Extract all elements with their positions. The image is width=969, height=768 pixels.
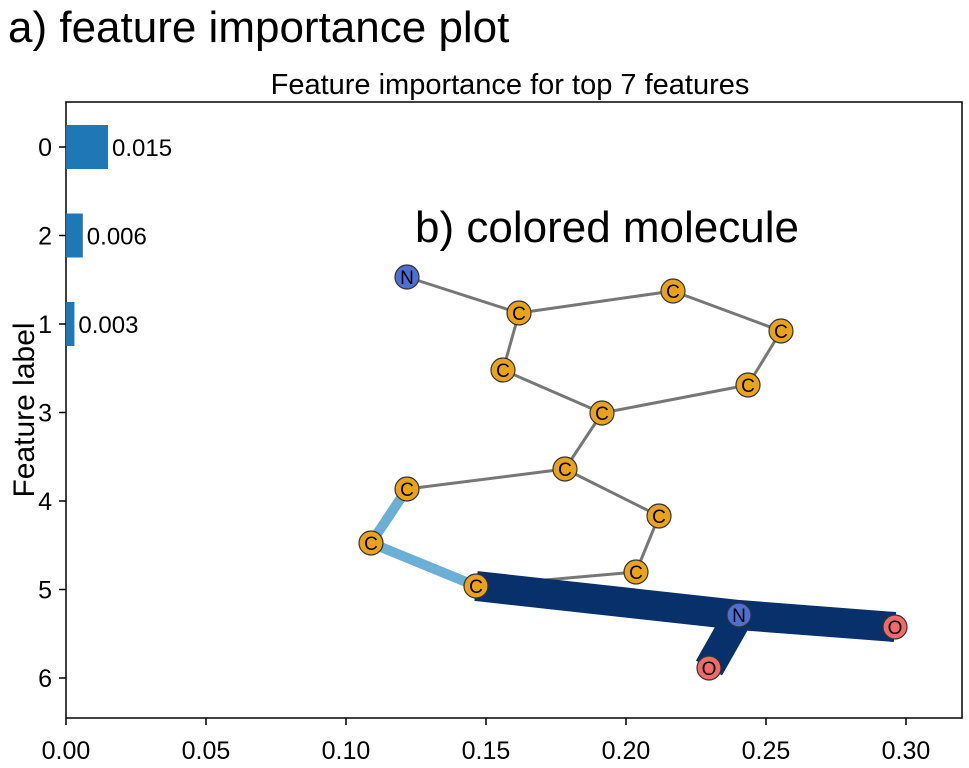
atom-c-6 <box>490 357 516 383</box>
y-tick-label: 4 <box>38 488 52 516</box>
molecule-atoms: N C C C C C C C C C C C C N O O <box>358 264 908 681</box>
atom-label: C <box>364 534 378 555</box>
bond-5-6 <box>502 368 603 415</box>
bar-feature-0 <box>66 125 108 169</box>
atom-label: C <box>595 404 609 425</box>
x-tick-label: 0.00 <box>42 737 91 765</box>
x-tick-label: 0.05 <box>182 737 231 765</box>
y-tick-label: 0 <box>38 134 52 162</box>
x-tick-label: 0.15 <box>462 737 511 765</box>
bond-4-5 <box>601 383 749 415</box>
atom-c-2 <box>660 278 686 304</box>
bond-10-13 <box>474 571 741 630</box>
bar-value-label: 0.003 <box>78 312 138 339</box>
x-tick-label: 0.10 <box>322 737 371 765</box>
atom-label: C <box>741 376 755 397</box>
y-tick-label: 6 <box>38 665 52 693</box>
atom-label: C <box>652 507 666 528</box>
y-tick-label: 1 <box>38 311 52 339</box>
atom-label: N <box>732 606 746 627</box>
atom-label: C <box>469 577 483 598</box>
chart-title: Feature importance for top 7 features <box>271 69 750 101</box>
bond-13-14 <box>737 600 897 642</box>
bar-feature-2 <box>66 213 83 258</box>
atom-c-5 <box>589 400 615 426</box>
bars-layer: 0.015 0.006 0.003 <box>66 125 172 346</box>
plot-frame <box>65 101 963 719</box>
atom-label: C <box>400 480 414 501</box>
atom-c-10 <box>463 573 489 599</box>
molecule-bonds <box>366 275 897 676</box>
atom-label: C <box>774 322 788 343</box>
bond-12-7 <box>564 467 660 518</box>
panel-a-label: a) feature importance plot <box>8 3 509 52</box>
y-tick-label: 3 <box>38 400 52 428</box>
atom-label: C <box>512 304 526 325</box>
x-tick-label: 0.20 <box>602 737 651 765</box>
x-tick-label: 0.30 <box>882 737 931 765</box>
bar-value-label: 0.006 <box>87 224 147 251</box>
panel-b-label: b) colored molecule <box>415 203 799 252</box>
y-tick-label: 5 <box>38 577 52 605</box>
bond-1-2 <box>518 289 674 315</box>
atom-label: O <box>702 659 717 680</box>
x-tick-label: 0.25 <box>742 737 791 765</box>
atom-c-1 <box>506 300 532 326</box>
bar-value-label: 0.015 <box>112 135 172 162</box>
atom-label: N <box>400 268 414 289</box>
atom-c-3 <box>768 318 794 344</box>
atom-o-15 <box>696 655 722 681</box>
atom-c-7 <box>552 456 578 482</box>
y-tick-label: 2 <box>38 223 52 251</box>
atom-n-0 <box>394 264 420 290</box>
atom-label: C <box>558 460 572 481</box>
atom-o-14 <box>882 614 908 640</box>
y-axis-label: Feature label <box>8 322 41 497</box>
atom-n-13 <box>726 602 752 628</box>
atom-c-8 <box>394 476 420 502</box>
atom-label: C <box>496 361 510 382</box>
atom-c-11 <box>623 559 649 585</box>
atom-c-12 <box>646 503 672 529</box>
ticks-layer: 0 2 1 3 4 5 6 0.00 0.05 0.10 0.15 0.20 0.25 0.30 <box>38 134 930 765</box>
bond-2-3 <box>672 289 782 333</box>
bond-0-1 <box>406 275 520 315</box>
atom-label: C <box>629 563 643 584</box>
atom-label: O <box>888 618 903 639</box>
bond-9-10 <box>369 538 478 591</box>
bar-feature-1 <box>66 302 75 346</box>
atom-c-9 <box>358 530 384 556</box>
atom-c-4 <box>735 372 761 398</box>
atom-label: C <box>666 282 680 303</box>
bond-7-8 <box>406 467 566 491</box>
